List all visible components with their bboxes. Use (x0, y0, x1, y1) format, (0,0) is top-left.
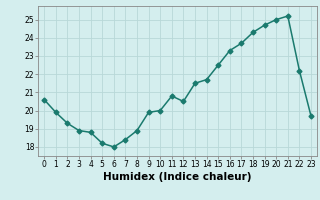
X-axis label: Humidex (Indice chaleur): Humidex (Indice chaleur) (103, 172, 252, 182)
